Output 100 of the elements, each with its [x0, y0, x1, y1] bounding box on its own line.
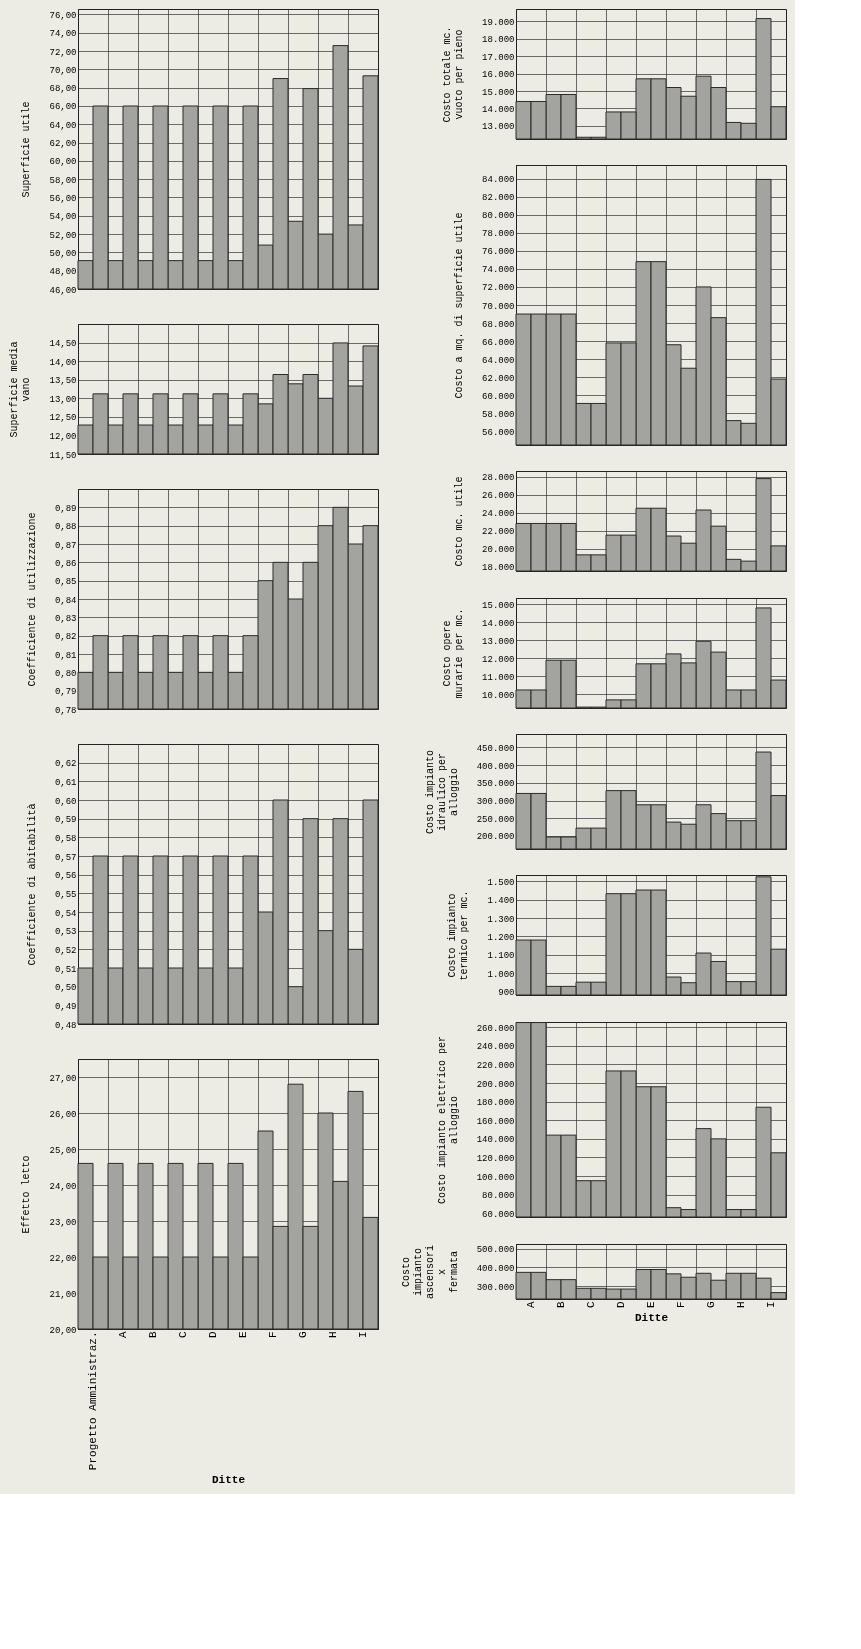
y-tick-label: 28.000 — [482, 473, 515, 484]
y-tick-label: 76,00 — [49, 10, 77, 21]
y-tick-label: 78.000 — [482, 229, 515, 240]
y-tick-label: 66,00 — [49, 102, 77, 113]
y-tick-label: 26,00 — [49, 1109, 77, 1120]
y-tick-label: 13.000 — [482, 122, 515, 133]
y-tick-label: 250.000 — [476, 814, 515, 825]
y-tick-label: 80.000 — [482, 211, 515, 222]
y-tick-label: 200.000 — [476, 1079, 515, 1090]
y-tick-label: 1.100 — [487, 951, 515, 962]
y-axis-title: Costo impianto idraulico per alloggio — [424, 749, 460, 835]
y-tick-label: 0,85 — [54, 577, 77, 588]
y-axis-title: Costo impianto elettrico per alloggio — [436, 1035, 460, 1205]
y-axis-title: Coefficiente di abitabilità — [26, 803, 38, 966]
y-axis-title: Costo mc. utile — [454, 476, 466, 567]
y-tick-label: 200.000 — [476, 832, 515, 843]
y-tick-label: 80.000 — [482, 1191, 515, 1202]
y-tick-label: 0,80 — [54, 668, 77, 679]
y-axis-title: Superficie media vano — [9, 341, 33, 438]
y-tick-label: 84.000 — [482, 175, 515, 186]
y-tick-label: 0,61 — [54, 777, 77, 788]
y-tick-label: 1.500 — [487, 877, 515, 888]
x-tick-label: E — [645, 1301, 657, 1309]
x-tick-label: G — [705, 1301, 717, 1309]
y-tick-label: 14.000 — [482, 104, 515, 115]
y-tick-label: 50,00 — [49, 248, 77, 259]
y-tick-label: 0,82 — [54, 632, 77, 643]
y-tick-label: 17.000 — [482, 52, 515, 63]
y-tick-label: 220.000 — [476, 1060, 515, 1071]
y-axis-title: Coefficiente di utilizzazione — [26, 512, 38, 687]
y-tick-label: 13.000 — [482, 636, 515, 647]
y-tick-label: 1.200 — [487, 932, 515, 943]
y-tick-label: 0,58 — [54, 833, 77, 844]
y-tick-label: 1.300 — [487, 914, 515, 925]
y-tick-label: 68,00 — [49, 84, 77, 95]
y-tick-label: 0,59 — [54, 815, 77, 826]
y-tick-label: 60.000 — [482, 391, 515, 402]
y-tick-label: 0,49 — [54, 1001, 77, 1012]
y-tick-label: 450.000 — [476, 743, 515, 754]
y-tick-label: 27,00 — [49, 1073, 77, 1084]
x-tick-label: C — [585, 1301, 597, 1309]
y-tick-label: 68.000 — [482, 319, 515, 330]
y-tick-label: 0,50 — [54, 983, 77, 994]
y-tick-label: 0,81 — [54, 650, 77, 661]
y-tick-label: 56,00 — [49, 194, 77, 204]
y-tick-label: 120.000 — [476, 1153, 515, 1164]
y-tick-label: 0,52 — [54, 945, 77, 956]
y-tick-label: 70,00 — [49, 65, 77, 76]
y-tick-label: 0,57 — [54, 852, 77, 863]
y-tick-label: 64,00 — [49, 120, 77, 131]
y-tick-label: 82.000 — [482, 193, 515, 204]
x-tick-label: I — [765, 1301, 777, 1309]
y-tick-label: 0,62 — [54, 759, 77, 770]
y-tick-label: 12.000 — [482, 654, 515, 665]
y-tick-label: 20,00 — [49, 1325, 77, 1336]
y-tick-label: 21,00 — [49, 1289, 77, 1300]
y-tick-label: 12,00 — [49, 431, 77, 442]
y-tick-label: 100.000 — [476, 1172, 515, 1183]
y-tick-label: 72.000 — [482, 283, 515, 294]
y-tick-label: 20.000 — [482, 545, 515, 556]
y-tick-label: 11,50 — [49, 450, 77, 461]
y-axis-title: Costo a mq. di superficie utile — [454, 212, 466, 399]
y-tick-label: 0,88 — [54, 522, 77, 533]
y-tick-label: 66.000 — [482, 337, 515, 348]
y-tick-label: 1.400 — [487, 896, 515, 907]
x-tick-label: G — [297, 1331, 309, 1339]
y-axis-title: Superficie utile — [21, 101, 33, 198]
y-tick-label: 76.000 — [482, 247, 515, 258]
y-tick-label: 58.000 — [482, 409, 515, 420]
x-axis-title: Ditte — [634, 1312, 669, 1325]
y-tick-label: 500.000 — [476, 1245, 515, 1256]
y-tick-label: 0,86 — [54, 558, 77, 569]
y-tick-label: 0,55 — [54, 889, 77, 900]
y-tick-label: 25,00 — [49, 1145, 77, 1156]
y-axis-title: Costo impianto ascensori x fermata — [400, 1244, 460, 1300]
y-tick-label: 0,60 — [54, 796, 77, 807]
y-axis-title: Costo impianto termico per mc. — [447, 890, 471, 981]
x-tick-label: A — [525, 1301, 537, 1309]
x-tick-label: F — [675, 1301, 687, 1309]
y-tick-label: 14,00 — [49, 357, 77, 368]
y-tick-label: 15.000 — [482, 600, 515, 611]
y-tick-label: 14,50 — [49, 339, 77, 350]
x-tick-label: Progetto Amministraz. — [87, 1331, 99, 1471]
y-tick-label: 0,53 — [54, 927, 77, 938]
y-tick-label: 160.000 — [476, 1116, 515, 1127]
y-tick-label: 74,00 — [49, 29, 77, 40]
x-tick-label: F — [267, 1331, 279, 1339]
y-tick-label: 24.000 — [482, 509, 515, 520]
y-axis-title: Costo opere murarie per mc. — [442, 608, 466, 699]
y-tick-label: 58,00 — [49, 175, 77, 186]
x-tick-label: I — [357, 1331, 369, 1339]
y-tick-label: 0,87 — [54, 540, 77, 551]
y-axis-title: Costo totale mc. vuoto per pieno — [442, 26, 466, 123]
y-axis-title: Effetto letto — [21, 1155, 33, 1234]
y-tick-label: 74.000 — [482, 265, 515, 276]
x-tick-label: H — [735, 1301, 747, 1309]
y-tick-label: 350.000 — [476, 779, 515, 790]
x-tick-label: B — [147, 1331, 159, 1339]
y-tick-label: 60.000 — [482, 1209, 515, 1220]
y-tick-label: 0,84 — [54, 595, 77, 606]
